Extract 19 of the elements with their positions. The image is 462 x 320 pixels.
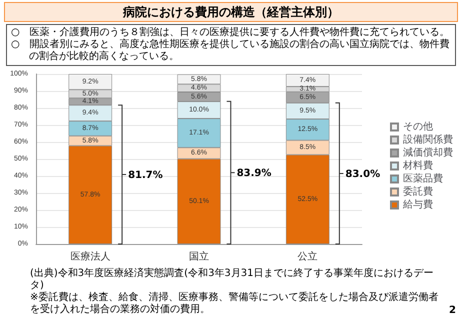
annotation: 83.9%: [236, 168, 272, 180]
annotation: 81.7%: [128, 170, 163, 182]
x-tick-label: 国立: [189, 250, 209, 262]
text: ○ 開設者別にみると、高度な急性期医療を提供している施設の割合の高い国立病院では、物件費の割合が比較的高くなっている。: [11, 39, 451, 63]
chart-title: 病院における費用の構造（経営主体別）: [4, 2, 458, 22]
text: ○ 医薬・介護費用のうち８割強は、日々の医療提供に要する人件費や物件費に充てられている。: [11, 27, 451, 38]
text: (出典)令和3年度医療経済実態調査(令和3年3月31日までに終了する事業年度におけるデータ): [30, 268, 435, 292]
legend-label: 設備関係費: [403, 134, 453, 146]
x-tick-label: 医療法人: [70, 250, 110, 262]
legend-label: 材料費: [402, 160, 433, 172]
text: 2: [449, 305, 456, 316]
text: ※委託費は、検査、給食、清掃、医療事務、警備等について委託をした場合及び派遣労働者を受け入れた場合の業務の対価の費用。: [30, 292, 440, 316]
legend-label: その他: [403, 120, 433, 132]
legend-label: 委託費: [403, 186, 433, 198]
legend-label: 医薬品費: [403, 172, 443, 184]
legend-label: 減価償却費: [403, 146, 453, 158]
legend-label: 給与費: [402, 198, 433, 210]
annotation: 83.0%: [345, 168, 380, 180]
x-tick-label: 公立: [298, 250, 318, 262]
